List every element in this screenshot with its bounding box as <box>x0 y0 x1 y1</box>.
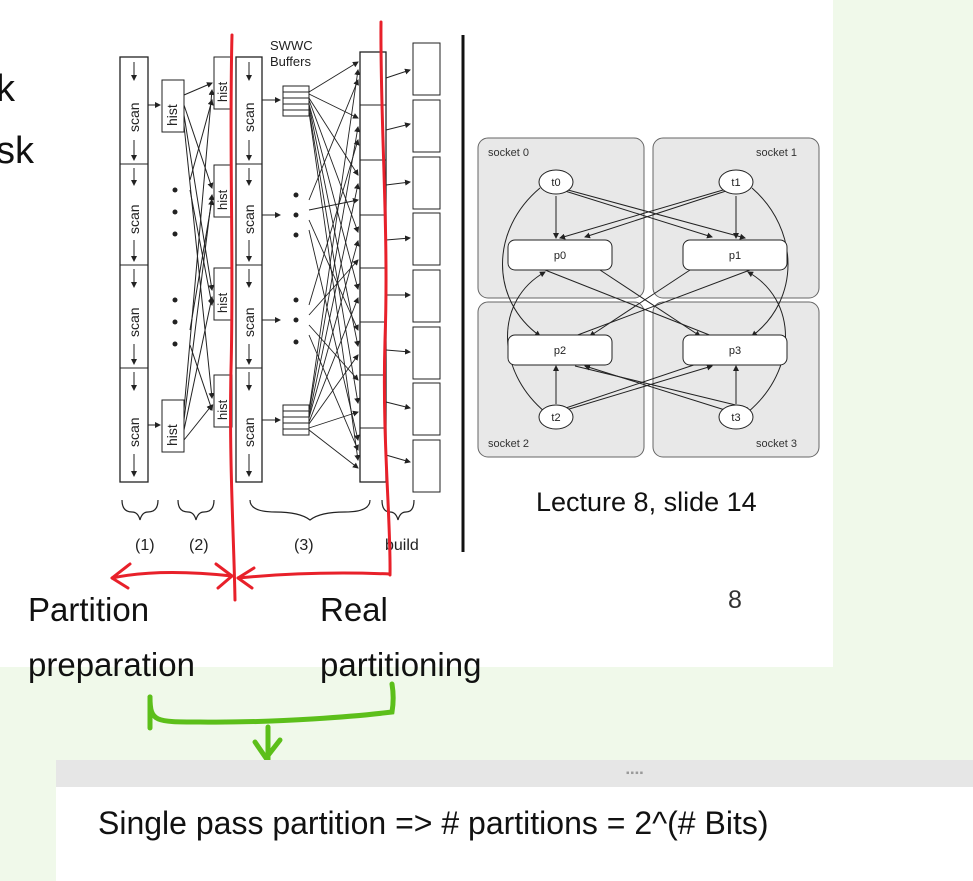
hist-label-2: hist <box>164 424 180 446</box>
stage-label-3: (3) <box>294 537 314 554</box>
thread-t0 <box>538 169 574 195</box>
partition-p3 <box>682 334 788 366</box>
socket-0-label: socket 0 <box>488 147 529 159</box>
annotation-real-partitioning-line2: partitioning <box>320 646 482 683</box>
hist-label-6: hist <box>215 399 230 420</box>
stage-braces <box>121 499 415 521</box>
stage-label-2: (2) <box>189 537 209 554</box>
swwc-label-line2: Buffers <box>270 54 311 69</box>
thread-t1 <box>718 169 754 195</box>
thread-label-t0: t0 <box>551 177 560 189</box>
buffer-fanout-lines <box>308 61 361 469</box>
thread-label-t1: t1 <box>731 177 740 189</box>
thread-t3 <box>718 404 754 430</box>
hist-boxes-middle <box>213 56 233 428</box>
annotation-partition-preparation-line2: preparation <box>28 646 195 683</box>
partition-p2 <box>507 334 613 366</box>
slide-text-fragment-2: sk <box>0 130 34 172</box>
scan-segments-left <box>120 62 148 477</box>
stage-label-4: build <box>385 537 419 554</box>
build-arrows <box>385 68 411 464</box>
partition-label-p1: p1 <box>729 250 741 262</box>
partition-label-p0: p0 <box>554 250 566 262</box>
hist-label-1: hist <box>164 104 180 126</box>
numa-arrows <box>502 187 789 416</box>
annotation-partition-preparation-line1: Partition <box>28 591 150 628</box>
partition-p1 <box>682 239 788 271</box>
scan-label-2: scan <box>126 204 142 234</box>
hist-label-3: hist <box>215 81 230 102</box>
scan-label-7: scan <box>241 307 257 337</box>
slide-page-number: 8 <box>728 586 742 614</box>
swwc-label-line1: SWWC <box>270 38 313 53</box>
thread-label-t3: t3 <box>731 412 740 424</box>
thread-t2 <box>538 404 574 430</box>
scan-to-buffer-arrows <box>262 97 281 423</box>
scan-label-6: scan <box>241 204 257 234</box>
partition-label-p2: p2 <box>554 345 566 357</box>
slide-caption: Lecture 8, slide 14 <box>536 487 757 517</box>
note-text[interactable]: Single pass partition => # partitions = … <box>98 805 769 841</box>
note-drag-handle[interactable]: ▪▪▪▪ <box>56 760 973 787</box>
socket-3-label: socket 3 <box>756 438 797 450</box>
annotation-real-partitioning-line1: Real <box>320 591 388 628</box>
slide-image: k sk SWWC Buffers scan scan scan <box>0 0 833 667</box>
partition-column <box>359 51 387 483</box>
scan-label-5: scan <box>241 102 257 132</box>
scan-label-1: scan <box>126 102 142 132</box>
hist-label-5: hist <box>215 292 230 313</box>
ellipsis-dots-2 <box>293 192 299 345</box>
scan-label-3: scan <box>126 307 142 337</box>
hist-box-left-2 <box>161 399 185 453</box>
socket-1-label: socket 1 <box>756 147 797 159</box>
slide-text-fragment-1: k <box>0 68 15 110</box>
socket-2-box <box>477 301 645 458</box>
thread-label-t2: t2 <box>551 412 560 424</box>
partition-label-p3: p3 <box>729 345 741 357</box>
build-boxes <box>412 42 441 493</box>
scan-label-4: scan <box>126 417 142 447</box>
partitioning-diagram: SWWC Buffers scan scan scan scan hist hi… <box>119 35 820 554</box>
drag-handle-icon[interactable]: ▪▪▪▪ <box>626 768 645 779</box>
socket-2-label: socket 2 <box>488 438 529 450</box>
numa-socket-diagram: socket 0 socket 1 socket 2 socket 3 <box>477 137 820 458</box>
note-container[interactable]: ▪▪▪▪ Single pass partition => # partitio… <box>56 760 973 881</box>
hist-cross-lines <box>183 82 215 441</box>
stage-label-1: (1) <box>135 537 155 554</box>
scan-segments-middle <box>236 62 262 477</box>
scan-label-8: scan <box>241 417 257 447</box>
ellipsis-dots-1 <box>172 187 178 347</box>
swwc-buffer-stacks <box>282 85 310 436</box>
partition-p0 <box>507 239 613 271</box>
hist-label-4: hist <box>215 189 230 210</box>
